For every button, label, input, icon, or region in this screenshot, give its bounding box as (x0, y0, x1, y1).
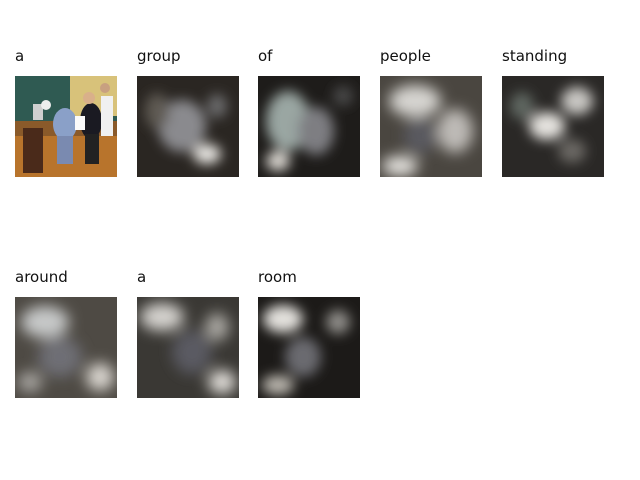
caption-word: standing (502, 47, 568, 65)
caption-word: people (380, 47, 431, 65)
caption-word: of (258, 47, 273, 65)
caption-word: room (258, 268, 297, 286)
attention-map (502, 76, 604, 177)
caption-word: a (15, 47, 25, 65)
attention-map (137, 76, 239, 177)
attention-map (258, 297, 360, 398)
attention-map (258, 76, 360, 177)
caption-word: around (15, 268, 68, 286)
caption-word: group (137, 47, 181, 65)
attention-map (380, 76, 482, 177)
attention-map (137, 297, 239, 398)
caption-word: a (137, 268, 147, 286)
original-photo (15, 76, 117, 177)
attention-map (15, 297, 117, 398)
